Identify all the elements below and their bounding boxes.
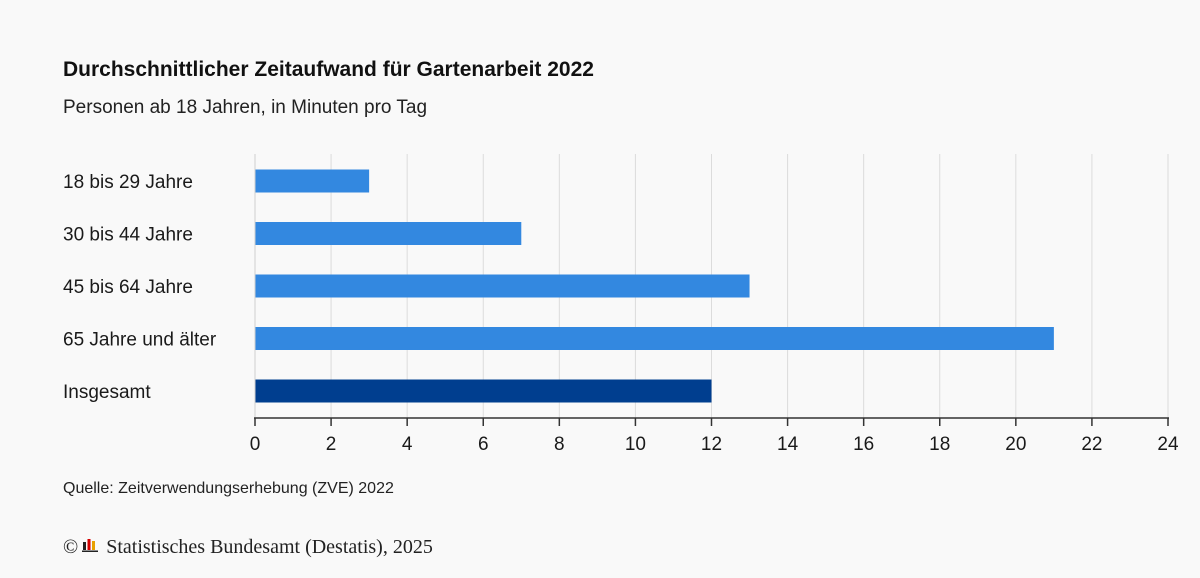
x-tick-label: 14	[777, 434, 799, 455]
x-tick-label: 6	[478, 434, 489, 455]
x-tick-label: 8	[554, 434, 565, 455]
copyright-footer: © Statistisches Bundesamt (Destatis), 20…	[63, 536, 433, 559]
x-tick-label: 22	[1081, 434, 1102, 455]
bar-chart: 18 bis 29 Jahre 30 bis 44 Jahre 45 bis 64 …	[63, 154, 1179, 455]
publisher-text: Statistisches Bundesamt (Destatis), 2025	[106, 536, 433, 558]
bar	[255, 379, 712, 403]
category-label: 65 Jahre und älter	[63, 330, 217, 351]
x-tick-label: 18	[929, 434, 950, 455]
category-label: 18 bis 29 Jahre	[63, 172, 193, 193]
x-tick-label: 4	[402, 434, 413, 455]
bar	[255, 222, 522, 245]
x-tick-label: 16	[853, 434, 874, 455]
category-label: 30 bis 44 Jahre	[63, 225, 193, 246]
bar	[255, 327, 1054, 350]
category-label: Insgesamt	[63, 382, 151, 403]
x-tick-label: 12	[701, 434, 722, 455]
destatis-logo-icon	[82, 536, 100, 559]
x-tick-label: 0	[250, 434, 261, 455]
x-tick-label: 10	[625, 434, 646, 455]
x-tick-label: 2	[326, 434, 337, 455]
bar	[255, 169, 370, 193]
bar	[255, 274, 750, 298]
copyright-symbol: ©	[63, 536, 79, 558]
source-note: Quelle: Zeitverwendungserhebung (ZVE) 20…	[63, 480, 394, 497]
x-tick-label: 20	[1005, 434, 1026, 455]
chart-subtitle: Personen ab 18 Jahren, in Minuten pro Ta…	[63, 97, 428, 118]
category-label: 45 bis 64 Jahre	[63, 277, 193, 298]
x-tick-label: 24	[1157, 434, 1179, 455]
chart-title: Durchschnittlicher Zeitaufwand für Garte…	[63, 58, 594, 81]
